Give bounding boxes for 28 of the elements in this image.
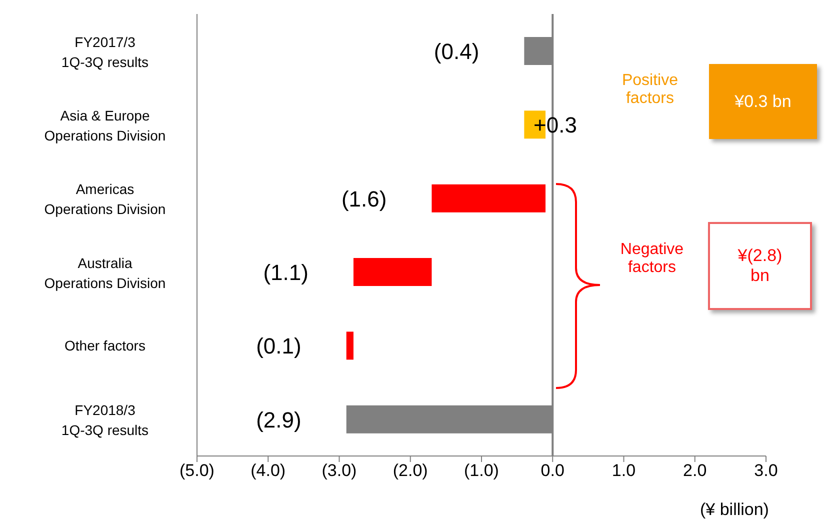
data-label: (2.9) <box>256 407 302 432</box>
annotation: ¥(2.8) bn <box>708 222 812 310</box>
y-tick-label: FY2018/3 1Q-3Q results <box>61 402 149 438</box>
x-tick-label: (4.0) <box>250 461 286 480</box>
label-box: ¥0.3 bn <box>709 64 817 139</box>
y-tick-label: Other factors <box>64 338 146 354</box>
x-tick-label: 2.0 <box>683 461 707 480</box>
data-label: (1.1) <box>263 260 308 285</box>
data-label: (1.6) <box>341 186 387 212</box>
y-tick-label: Americas Operations Division <box>44 181 166 218</box>
x-tick-label: (2.0) <box>392 461 428 480</box>
y-tick-label: FY2017/3 1Q-3Q results <box>61 34 149 70</box>
x-tick-label: (5.0) <box>180 461 214 480</box>
annotation: Positive factors <box>620 72 680 108</box>
x-axis-title: (¥ billion) <box>700 500 769 520</box>
annotation: Negative factors <box>619 241 685 277</box>
y-tick-label: Asia & Europe Operations Division <box>44 108 166 144</box>
x-tick-label: 1.0 <box>612 461 636 480</box>
x-tick-label: (3.0) <box>322 461 357 480</box>
data-label: (0.1) <box>256 334 302 359</box>
data-label: (0.4) <box>434 39 480 64</box>
bar <box>353 258 432 286</box>
x-tick-label: 0.0 <box>540 461 564 480</box>
y-tick-label: Australia Operations Division <box>44 254 166 291</box>
bar <box>432 184 546 212</box>
x-tick-label: (1.0) <box>464 461 499 480</box>
x-tick-label: 3.0 <box>754 461 778 480</box>
bar <box>346 332 354 360</box>
